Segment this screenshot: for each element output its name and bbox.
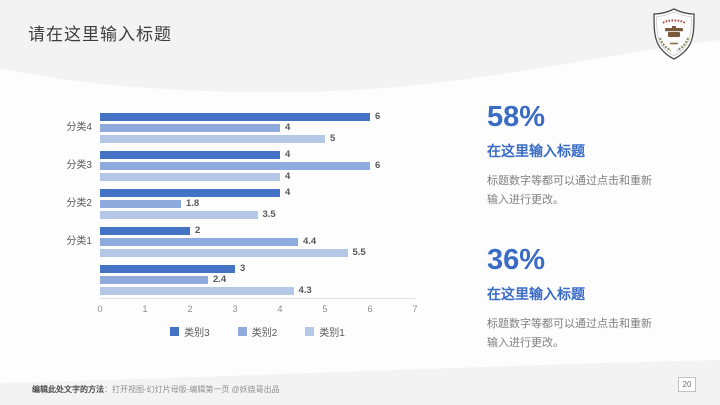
bar-类别2-分类1[interactable] [100, 238, 298, 246]
school-badge-logo [652, 8, 696, 60]
page-number-box: 20 [678, 377, 696, 392]
bar-类别2-extra[interactable] [100, 276, 208, 284]
data-label: 4 [285, 149, 291, 160]
legend-label: 类别2 [251, 328, 278, 339]
bar-类别1-extra[interactable] [100, 287, 294, 295]
x-axis-tick: 4 [277, 304, 283, 314]
bar-类别2-分类4[interactable] [100, 124, 280, 132]
data-label: 3.5 [262, 209, 276, 220]
bar-类别3-分类3[interactable] [100, 151, 280, 159]
data-label: 5.5 [352, 247, 366, 258]
bar-类别2-分类2[interactable] [100, 200, 181, 208]
legend-swatch-icon [237, 327, 247, 336]
stat-title-2[interactable]: 在这里输入标题 [487, 285, 585, 302]
badge-emblem-icon [665, 26, 683, 37]
data-label: 3 [240, 263, 246, 274]
bar-类别3-分类4[interactable] [100, 113, 370, 121]
x-axis-tick: 0 [97, 304, 103, 314]
category-label: 分类3 [66, 160, 92, 171]
legend-label: 类别3 [184, 328, 210, 339]
legend-swatch-icon [305, 327, 315, 336]
legend-item-类别1[interactable]: 类别1 [305, 324, 345, 339]
data-label: 5 [330, 133, 336, 144]
bar-类别1-分类1[interactable] [100, 249, 348, 257]
header-wave-band [0, 0, 720, 93]
data-label: 4 [285, 122, 291, 133]
bar-类别1-分类2[interactable] [100, 211, 258, 219]
data-label: 6 [375, 160, 381, 171]
badge-laurel-left-icon [659, 37, 672, 52]
x-axis-tick: 5 [322, 304, 328, 314]
badge-laurel-right-icon [676, 37, 689, 52]
legend-item-类别3[interactable]: 类别3 [170, 324, 210, 339]
bar-类别1-分类3[interactable] [100, 173, 280, 181]
data-label: 6 [375, 111, 381, 122]
x-axis-tick: 3 [232, 304, 238, 314]
badge-top-text-arc [662, 19, 686, 24]
stat-title-1[interactable]: 在这里输入标题 [487, 143, 585, 159]
legend-swatch-icon [170, 327, 180, 336]
legend-label: 类别1 [319, 328, 345, 339]
legend-item-类别2[interactable]: 类别2 [237, 324, 278, 339]
data-label: 2.4 [213, 274, 227, 285]
chart-legend: 类别3 类别2 类别1 [100, 324, 415, 339]
x-axis-tick: 7 [412, 304, 418, 314]
data-label: 4.3 [298, 285, 312, 296]
bar-类别3-分类2[interactable] [100, 189, 280, 197]
bar-类别3-extra[interactable] [100, 265, 235, 273]
footer-note-label: 编辑此处文字的方法 [32, 385, 104, 394]
data-label: 2 [195, 225, 201, 236]
bar-类别3-分类1[interactable] [100, 227, 190, 235]
x-axis-tick: 1 [142, 304, 148, 314]
stats-panel: 58% 在这里输入标题 标题数字等都可以通过点击和重新输入进行更改。 36% 在… [487, 100, 687, 385]
x-axis-tick: 6 [367, 304, 373, 314]
page-title[interactable]: 请在这里输入标题 [28, 25, 172, 44]
category-label: 分类1 [66, 236, 92, 247]
stat-block-1: 58% 在这里输入标题 标题数字等都可以通过点击和重新输入进行更改。 [487, 100, 687, 211]
category-label: 分类2 [66, 198, 92, 209]
category-label: 分类4 [66, 122, 92, 133]
stat-value-2[interactable]: 36% [487, 243, 546, 276]
x-axis-line [100, 298, 415, 299]
stat-desc-1[interactable]: 标题数字等都可以通过点击和重新输入进行更改。 [487, 175, 652, 207]
bar-类别2-分类3[interactable] [100, 162, 370, 170]
footer-note-text: ：打开视图-幻灯片母版-编辑第一页 @妖娆哥出品 [104, 385, 280, 394]
horizontal-bar-chart[interactable]: 分类4 6 4 5 分类3 4 6 4 分类2 4 1.8 3.5 分类1 2 4.4 5.5 3 2.4 4.3 0… [66, 110, 417, 345]
footer-note: 编辑此处文字的方法：打开视图-幻灯片母版-编辑第一页 @妖娆哥出品 [32, 384, 280, 395]
data-label: 1.8 [186, 198, 200, 209]
stat-value-1[interactable]: 58% [487, 101, 546, 133]
data-label: 4 [285, 171, 291, 182]
stat-desc-2[interactable]: 标题数字等都可以通过点击和重新输入进行更改。 [487, 317, 652, 349]
stat-block-2: 36% 在这里输入标题 标题数字等都可以通过点击和重新输入进行更改。 [487, 243, 687, 354]
data-label: 4 [285, 187, 291, 198]
data-label: 4.4 [303, 236, 317, 247]
bar-类别1-分类4[interactable] [100, 135, 325, 143]
x-axis-tick: 2 [187, 304, 193, 314]
